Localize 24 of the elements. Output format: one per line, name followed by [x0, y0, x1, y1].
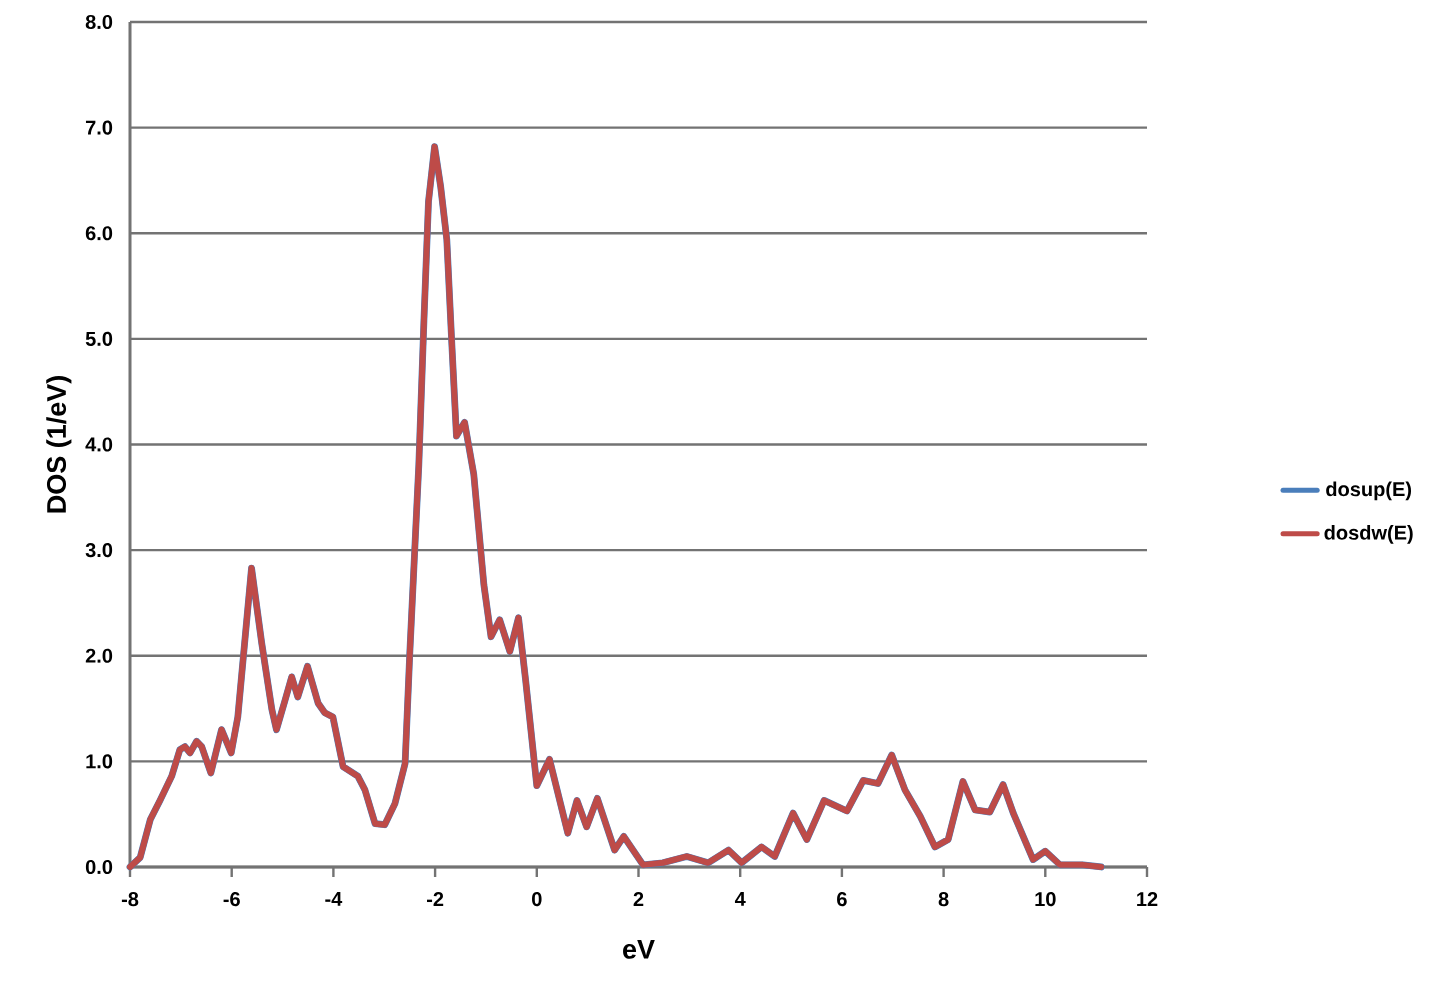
x-tick-label: 0 [532, 892, 542, 907]
x-tick-label: 8 [938, 892, 949, 907]
y-tick-label: 7.0 [85, 120, 113, 135]
y-tick-label: 8.0 [85, 14, 113, 30]
y-tick-label: 6.0 [85, 226, 113, 241]
x-tick-label: 6 [837, 892, 847, 907]
x-axis-title: eV [623, 939, 655, 959]
x-tick-label: 10 [1035, 892, 1056, 907]
x-tick-label: 2 [633, 892, 644, 907]
legend-label: dosdw(E) [1324, 525, 1413, 544]
legend-label: dosup(E) [1326, 481, 1412, 501]
x-tick-label: -2 [426, 892, 444, 907]
x-tick-label: -8 [121, 892, 139, 907]
x-tick-label: -6 [223, 892, 240, 907]
x-tick-label: 12 [1137, 892, 1158, 907]
x-tick-label: -4 [325, 892, 343, 906]
y-tick-label: 3.0 [85, 543, 113, 558]
y-tick-label: 1.0 [86, 754, 113, 769]
x-tick-label: 4 [734, 892, 746, 906]
y-axis-title: DOS (1/eV) [46, 376, 72, 513]
y-tick-label: 5.0 [85, 331, 113, 346]
y-tick-label: 2.0 [85, 648, 113, 663]
y-tick-label: 4.0 [85, 437, 113, 452]
y-tick-label: 0.0 [85, 859, 113, 875]
